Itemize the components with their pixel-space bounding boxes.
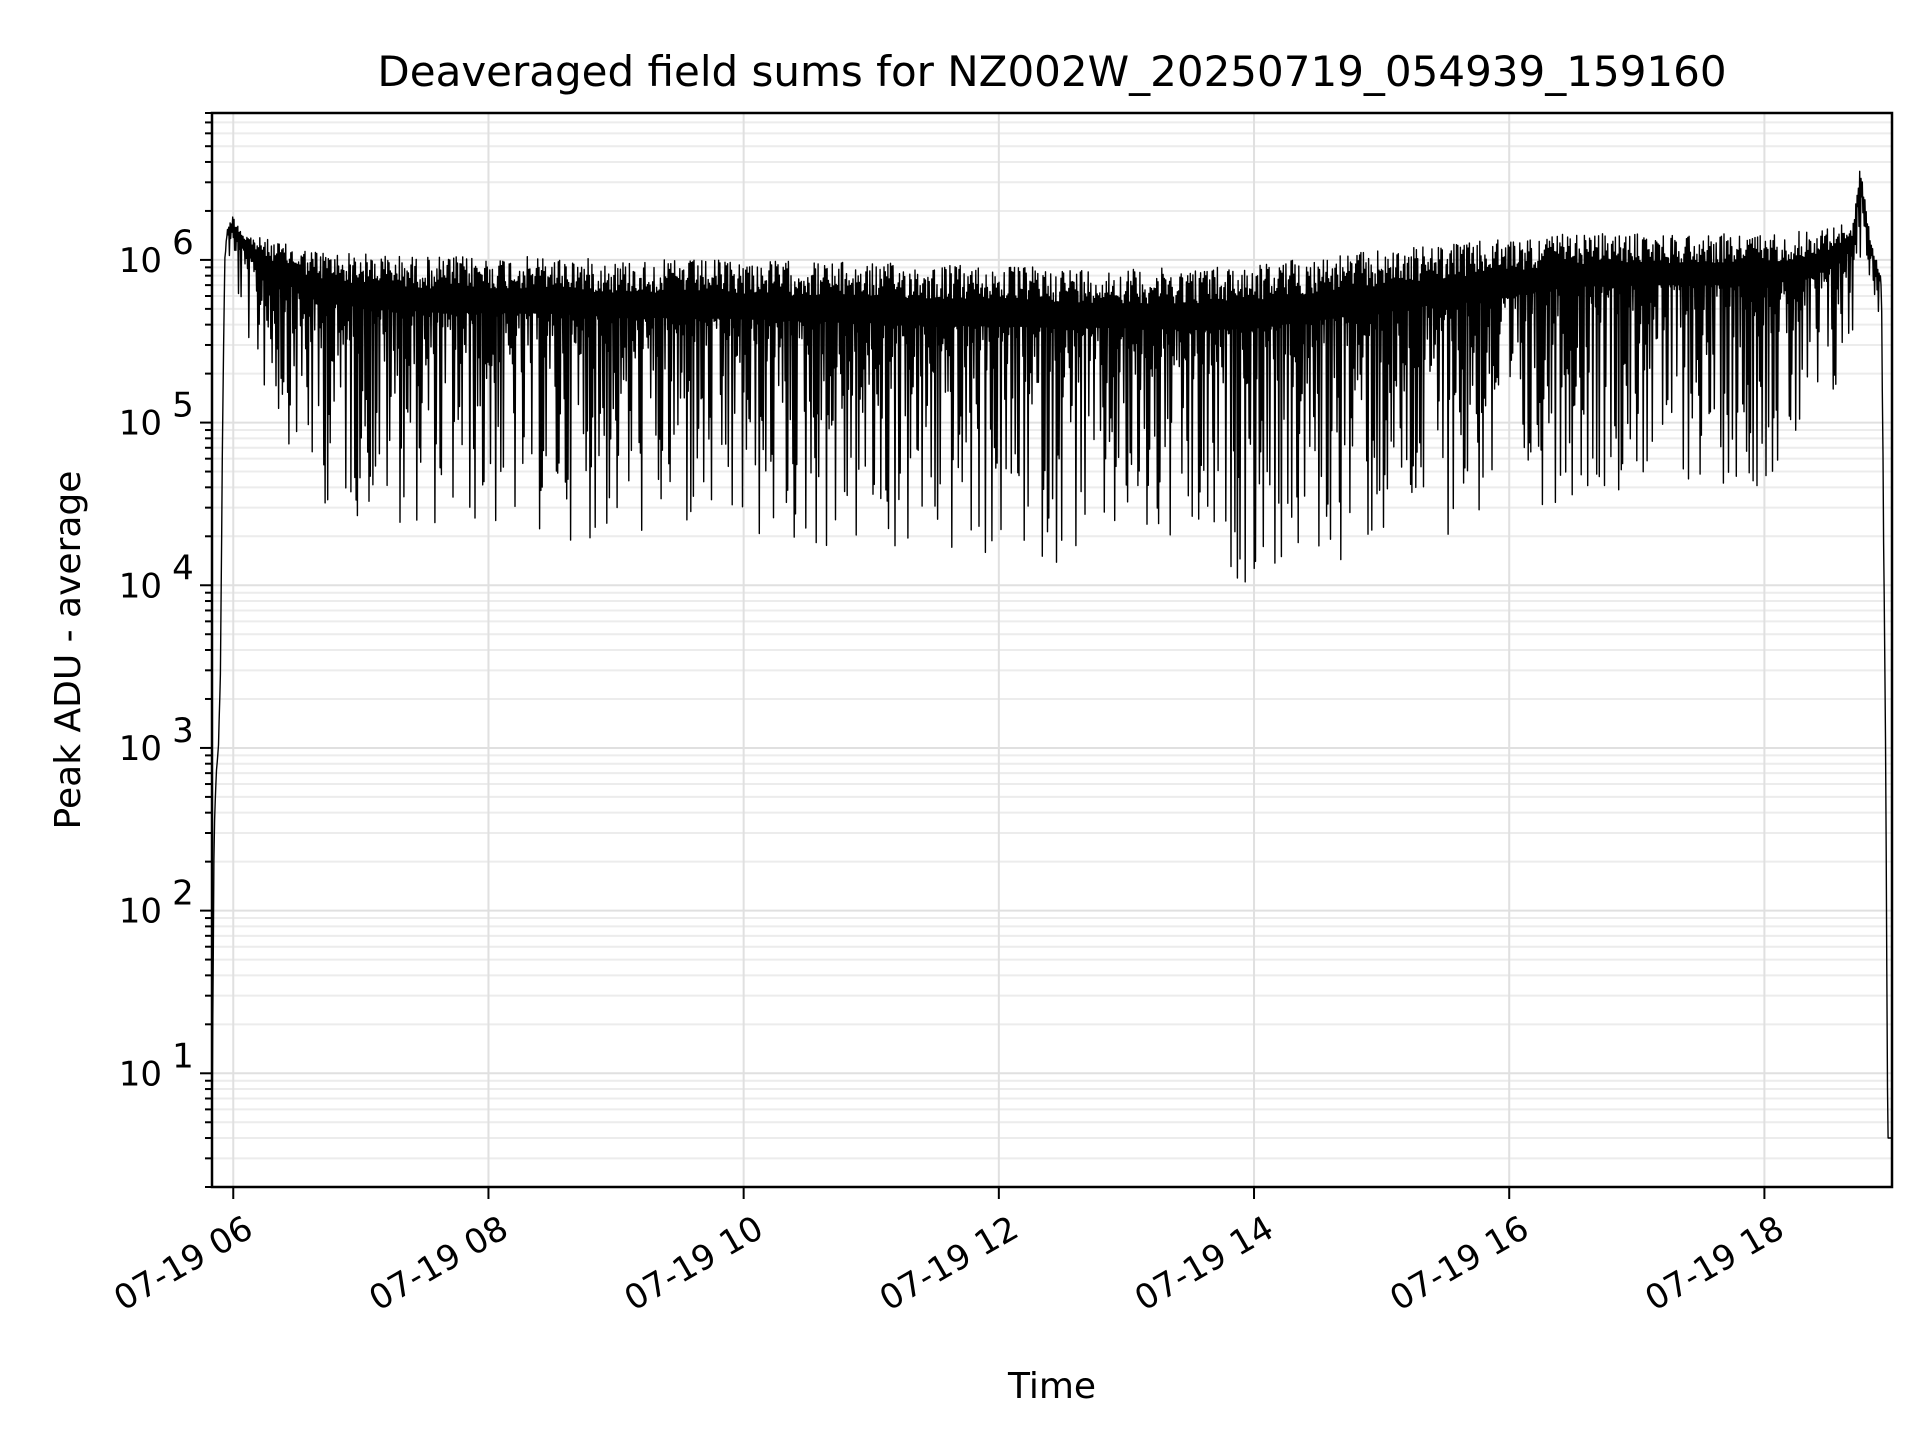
y-tick-exponent: 4 bbox=[172, 548, 194, 588]
y-tick-base: 10 bbox=[119, 241, 162, 281]
chart-title: Deaveraged field sums for NZ002W_2025071… bbox=[377, 47, 1726, 96]
x-tick-label: 07-19 16 bbox=[1383, 1208, 1535, 1319]
y-tick-base: 10 bbox=[119, 729, 162, 769]
y-tick-base: 10 bbox=[119, 404, 162, 444]
y-axis-label: Peak ADU - average bbox=[48, 471, 89, 830]
y-tick-label: 10 bbox=[119, 404, 162, 444]
y-tick-label: 10 bbox=[119, 1054, 162, 1094]
x-tick-label: 07-19 10 bbox=[618, 1208, 770, 1319]
x-tick-label: 07-19 06 bbox=[107, 1208, 259, 1319]
y-tick-exponent: 6 bbox=[172, 223, 194, 263]
y-tick-exponent: 5 bbox=[172, 386, 194, 426]
y-tick-base: 10 bbox=[119, 892, 162, 932]
y-tick-base: 10 bbox=[119, 1054, 162, 1094]
x-tick-label: 07-19 12 bbox=[873, 1208, 1025, 1319]
y-tick-exponent: 2 bbox=[172, 874, 194, 914]
y-tick-label: 10 bbox=[119, 729, 162, 769]
series-line bbox=[211, 170, 1893, 1139]
plot-frame bbox=[210, 111, 1894, 1189]
x-tick-label: 07-19 08 bbox=[363, 1208, 515, 1319]
y-tick-exponent: 1 bbox=[172, 1036, 194, 1076]
y-tick-label: 10 bbox=[119, 241, 162, 281]
x-tick-label: 07-19 18 bbox=[1639, 1208, 1791, 1319]
x-axis-ticks: 07-19 06 07-19 08 07-19 10 07-19 12 07-19 14… bbox=[107, 1187, 1791, 1319]
y-tick-base: 10 bbox=[119, 566, 162, 606]
y-tick-label: 10 bbox=[119, 892, 162, 932]
x-axis-label: Time bbox=[1007, 1366, 1096, 1407]
y-tick-exponent: 3 bbox=[172, 711, 194, 751]
y-tick-label: 10 bbox=[119, 566, 162, 606]
x-tick-label: 07-19 14 bbox=[1128, 1208, 1280, 1319]
